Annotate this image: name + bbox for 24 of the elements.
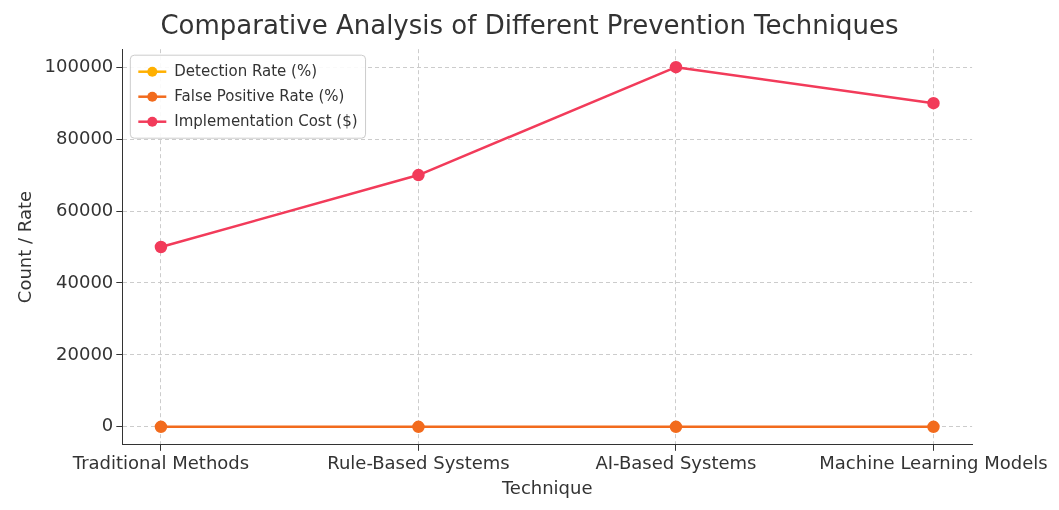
chart-title: Comparative Analysis of Different Prevention Techniques [160, 10, 899, 41]
x-tick-label: Rule-Based Systems [327, 452, 510, 474]
point [669, 420, 683, 434]
point [154, 240, 168, 254]
y-tick-label: 40000 [56, 270, 114, 292]
point [927, 420, 940, 434]
x-tick-label: AI-Based Systems [595, 452, 757, 474]
point [412, 168, 425, 182]
legend-label: False Positive Rate (%) [174, 86, 345, 105]
y-tick-label: 20000 [56, 342, 114, 364]
y-tick-label: 80000 [56, 126, 114, 148]
point [154, 420, 168, 434]
x-axis-title: Technique [500, 476, 593, 498]
y-tick-label: 0 [101, 414, 114, 436]
legend-label: Detection Rate (%) [174, 61, 318, 80]
legend-label: Implementation Cost ($) [174, 111, 358, 130]
y-axis-title: Count / Rate [14, 190, 36, 304]
x-tick-label: Traditional Methods [71, 452, 250, 474]
y-tick-label: 60000 [56, 198, 114, 220]
point [412, 420, 425, 434]
point [927, 96, 940, 110]
y-tick-label: 100000 [44, 54, 114, 76]
x-tick-label: Machine Learning Models [819, 452, 1048, 474]
point [669, 60, 683, 74]
